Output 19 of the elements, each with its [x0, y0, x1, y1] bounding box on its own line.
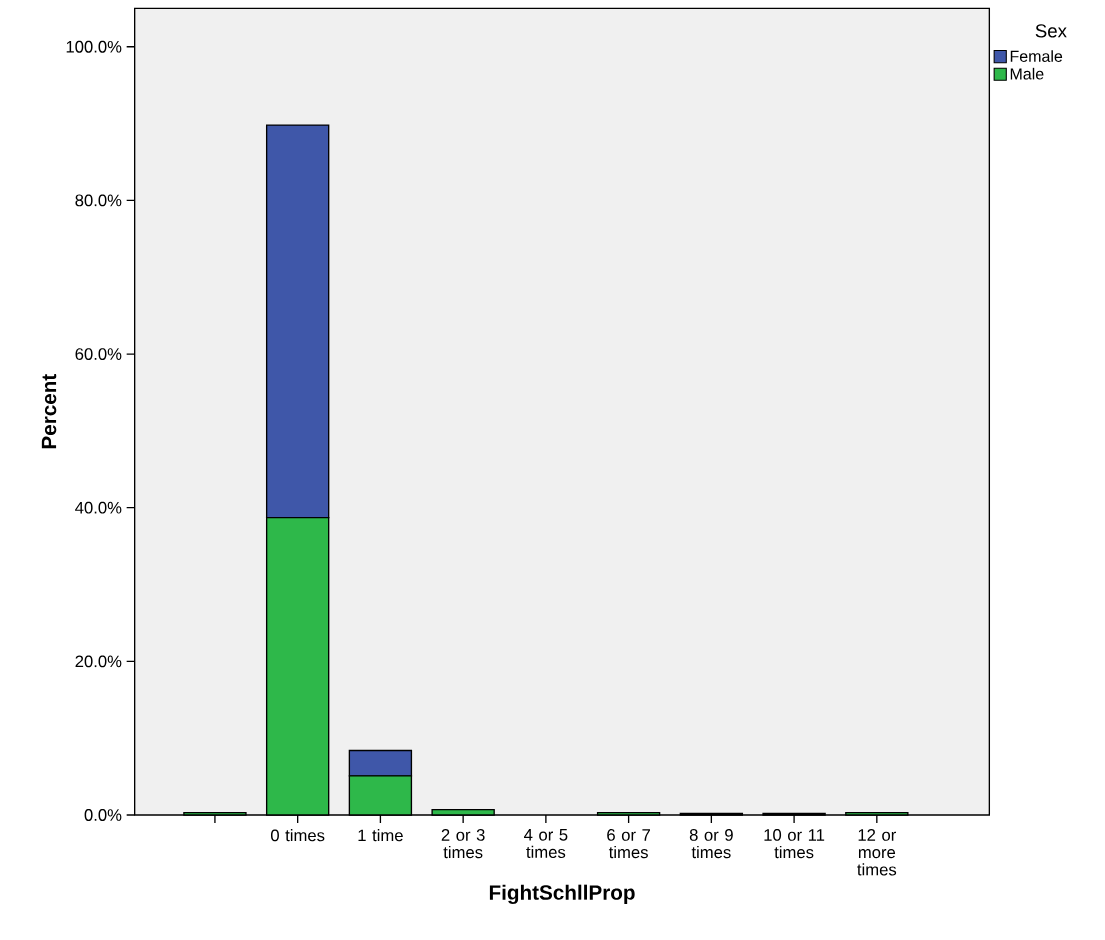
x-tick-label: 4 or 5 times: [524, 829, 568, 859]
y-tick-label: 0.0%: [84, 809, 122, 821]
x-tick-label: 2 or 3 times: [441, 829, 485, 859]
legend-label: Male: [1010, 67, 1044, 80]
y-tick-label: 60.0%: [75, 348, 122, 360]
legend-label: Female: [1010, 50, 1063, 62]
y-tick-label: 80.0%: [75, 194, 122, 207]
x-tick-label: 0 times: [270, 829, 325, 842]
x-axis-title: FightSchllProp: [489, 884, 635, 905]
x-tick-label: 6 or 7 times: [607, 829, 650, 859]
x-tick-label: 1 time: [358, 829, 403, 842]
x-tick-label: 8 or 9 times: [689, 829, 733, 859]
y-tick-label: 20.0%: [75, 655, 122, 668]
y-tick-label: 40.0%: [75, 501, 122, 514]
x-tick-label: 12 or more times: [857, 829, 897, 876]
x-tick-label: 10 or 11 times: [764, 829, 825, 859]
legend-title: Sex: [1035, 24, 1067, 38]
y-tick-label: 100.0%: [66, 40, 122, 53]
y-axis-title: Percent: [41, 374, 57, 449]
